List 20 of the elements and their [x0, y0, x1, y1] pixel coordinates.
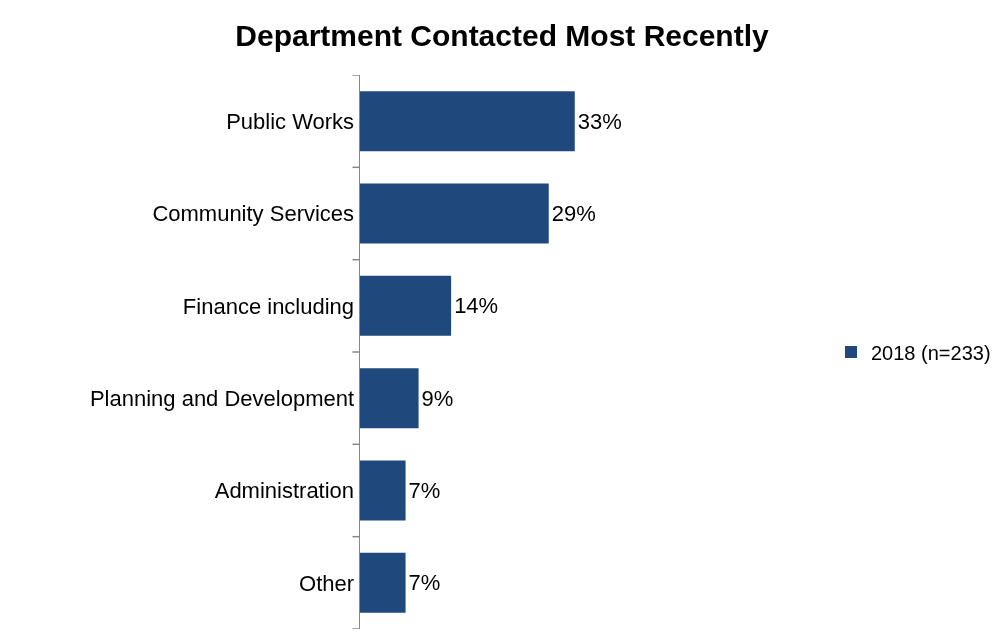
y-tick-label: Community Services [152, 201, 355, 227]
bar [360, 183, 549, 244]
y-tick-label: Administration [214, 478, 355, 504]
y-tick-label: Finance including [182, 293, 355, 319]
bar [360, 91, 575, 152]
data-label: 29% [551, 201, 596, 226]
bar [360, 460, 406, 521]
bar [360, 275, 452, 336]
data-label: 33% [577, 108, 622, 134]
data-label: 14% [454, 293, 499, 319]
legend-label: 2018 (n=233) [871, 341, 991, 364]
y-tick-label: Planning and Development [89, 385, 355, 411]
chart-title: Department Contacted Most Recently [235, 19, 770, 53]
data-label: 7% [408, 478, 441, 503]
bar [360, 368, 419, 429]
y-tick-label: Other [299, 570, 355, 596]
y-tick-label: Public Works [226, 108, 355, 134]
bar [360, 552, 406, 613]
data-label: 7% [408, 570, 441, 596]
data-label: 9% [421, 385, 454, 411]
